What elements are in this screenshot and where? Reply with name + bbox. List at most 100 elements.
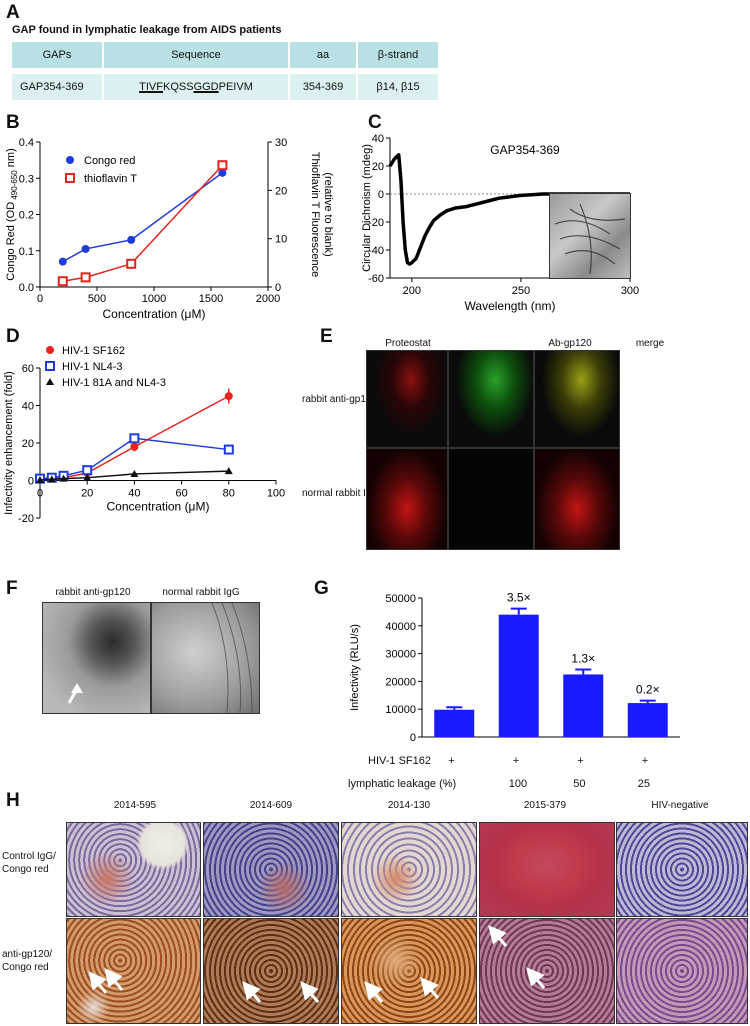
g-y-tick-label: 40000	[385, 621, 416, 633]
e-abgp120-igg	[448, 448, 534, 550]
cell-sequence: TIVFKQSSGGDPEIVM	[103, 74, 290, 100]
d-point-0	[130, 442, 139, 451]
d-y-tick-label: -20	[18, 513, 34, 525]
e-col-proteostat: Proteostat	[385, 338, 431, 349]
b-y-tick-label: 0.0	[19, 282, 34, 294]
b-x-tick-label: 1500	[199, 293, 223, 305]
d-y-tick-label: 20	[22, 438, 34, 450]
b-point-0	[127, 235, 136, 244]
seq-plain-2: PEIVM	[218, 81, 253, 93]
d-point-2	[59, 474, 68, 482]
seq-underlined-2: GGD	[193, 81, 219, 93]
d-x-tick-label: 40	[128, 488, 140, 500]
b-point-0	[58, 257, 67, 266]
g-bar-3	[627, 703, 668, 737]
b-x-tick-label: 0	[37, 293, 43, 305]
h-row2-label-a: anti-gp120/	[2, 949, 53, 960]
b-point-0	[218, 168, 227, 177]
h-img-control-1	[66, 822, 201, 917]
d-x-tick-label: 0	[37, 488, 43, 500]
g-row2-cell-1: 100	[508, 778, 528, 790]
d-point-1	[223, 444, 234, 455]
g-bar-1	[498, 614, 539, 737]
panel-label-b: B	[6, 112, 20, 133]
chart-b: 0 500 1000 1500 2000 0.0 0.1 0.2 0.3 0.4 0 10 20 30 Co…	[5, 137, 334, 321]
d-point-2	[83, 473, 92, 481]
g-y-tick-label: 20000	[385, 676, 416, 688]
g-bar-2	[563, 674, 604, 737]
arrow-4b	[526, 967, 546, 989]
b-x-axis-title: Concentration (μM)	[103, 307, 206, 321]
panel-label-h: H	[6, 790, 20, 811]
c-y-tick-label: -20	[368, 217, 384, 229]
c-x-axis-title: Wavelength (nm)	[465, 299, 556, 313]
g-row1-cell-3: +	[641, 755, 649, 767]
panel-label-f: F	[6, 578, 18, 599]
f-tem-normal-igg	[151, 602, 260, 714]
g-row1-cell-1: +	[512, 755, 520, 767]
d-x-tick-label: 60	[175, 488, 187, 500]
g-y-tick-label: 10000	[385, 704, 416, 716]
e-col-merge: merge	[635, 338, 665, 349]
d-point-2	[47, 475, 56, 483]
h-img-anti-2	[203, 918, 339, 1024]
c-y-tick-label: -60	[368, 273, 384, 285]
seq-underlined-1: TIVF	[139, 81, 163, 93]
e-proteostat-anti	[366, 350, 448, 448]
b-yr-tick-label: 10	[275, 234, 287, 246]
f-label-igg: normal rabbit IgG	[162, 587, 240, 598]
b-y-axis-title: Congo Red (OD 490-650 nm)	[5, 148, 19, 280]
h-col-5: HIV-negative	[651, 800, 709, 811]
d-point-0	[224, 392, 233, 401]
h-img-control-3	[341, 822, 477, 917]
panel-label-d: D	[6, 326, 20, 347]
b-legend-label-0: Congo red	[84, 155, 135, 167]
h-col-1: 2014-595	[113, 800, 157, 811]
c-y-tick-label: -40	[368, 245, 384, 257]
panel-label-g: G	[314, 578, 329, 599]
col-header-sequence: Sequence	[103, 42, 290, 68]
arrow-4a	[488, 925, 508, 947]
arrow-1b	[104, 967, 124, 991]
h-col-4: 2015-379	[523, 800, 567, 811]
c-y-tick-label: 0	[378, 189, 384, 201]
arrow-2a	[242, 981, 262, 1003]
d-point-2	[130, 469, 139, 477]
e-merge-igg	[534, 448, 620, 550]
e-merge-anti	[534, 350, 620, 448]
arrow-1a	[88, 970, 108, 994]
h-col-3: 2014-130	[387, 800, 431, 811]
arrow-3b	[420, 977, 440, 999]
d-legend-marker-2	[46, 378, 54, 385]
d-legend-label-2: HIV-1 81A and NL4-3	[62, 377, 166, 389]
h-row2-label: anti-gp120/Congo red	[2, 948, 52, 974]
tem-inset-image	[549, 193, 631, 279]
g-bar-label-3: 0.2×	[636, 683, 660, 697]
h-img-anti-5	[616, 918, 748, 1024]
e-row-normal-igg: normal rabbit IgG	[302, 488, 380, 499]
e-abgp120-anti	[448, 350, 534, 448]
gap-table: GAPs Sequence aa β-strand GAP354-369 TIV…	[12, 42, 440, 100]
b-y-tick-label: 0.1	[19, 246, 34, 258]
col-header-gaps: GAPs	[12, 42, 104, 68]
h-row1-label-a: Control IgG/	[2, 851, 56, 862]
c-y-tick-label: 20	[372, 161, 384, 173]
h-col-2: 2014-609	[249, 800, 293, 811]
b-series-line-0	[62, 172, 223, 263]
b-yr-tick-label: 0	[275, 282, 281, 294]
g-row2-cell-3: 25	[637, 778, 650, 790]
d-y-tick-label: 0	[28, 476, 34, 488]
b-yr-axis-title-2: (relative to blank)	[322, 172, 334, 256]
g-y-tick-label: 50000	[385, 593, 416, 605]
e-row-anti-gp120: rabbit anti-gp120	[302, 394, 378, 405]
d-x-axis-title: Concentration (μM)	[107, 500, 210, 514]
seq-plain-1: KQSS	[162, 81, 194, 93]
cell-aa: 354-369	[289, 74, 358, 100]
cell-gap: GAP354-369	[12, 74, 104, 100]
panel-label-e: E	[320, 326, 333, 347]
b-legend-marker-1	[65, 173, 75, 183]
c-y-tick-label: 40	[372, 133, 384, 145]
g-row1-cell-0: +	[448, 755, 455, 767]
b-x-tick-label: 500	[88, 293, 106, 305]
c-x-tick-label: 300	[621, 285, 639, 297]
